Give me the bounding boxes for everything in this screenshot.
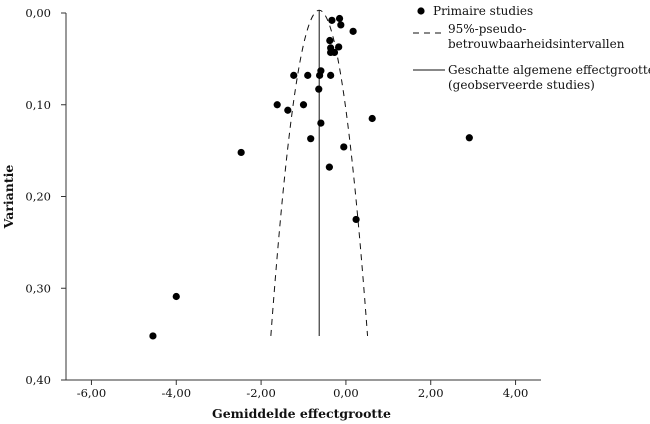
y-axis-title: Variantie (1, 165, 16, 230)
legend-label-effect: (geobserveerde studies) (448, 78, 595, 92)
study-point (299, 101, 308, 109)
study-point (325, 163, 333, 171)
study-point (330, 48, 339, 57)
study-point (149, 332, 157, 340)
plot-area (65, 10, 541, 381)
study-point (284, 106, 292, 114)
study-point (337, 21, 345, 29)
points-group (149, 14, 473, 340)
study-point (352, 215, 360, 224)
study-point (335, 43, 343, 51)
study-point (326, 36, 334, 45)
study-point (307, 135, 315, 143)
legend-label-effect: Geschatte algemene effectgrootte (448, 63, 650, 77)
legend-label-points: Primaire studies (433, 4, 533, 18)
x-axis-ticks: -6,00 -4,00 -2,00 0,00 2,00 4,00 (77, 380, 529, 400)
study-point (327, 71, 335, 79)
study-point (328, 16, 336, 24)
study-point (172, 292, 180, 301)
study-point (316, 71, 324, 79)
study-point (465, 134, 473, 142)
x-tick-label: 4,00 (503, 386, 529, 400)
y-tick-label: 0,00 (25, 6, 51, 20)
study-point (237, 148, 245, 157)
y-axis-ticks: 0,00 0,10 0,20 0,30 0,40 (25, 6, 66, 387)
x-tick-label: -4,00 (162, 386, 192, 400)
study-point (290, 71, 298, 79)
study-point (349, 27, 357, 35)
study-point (317, 119, 325, 127)
study-point (340, 143, 348, 151)
x-tick-label: -6,00 (77, 386, 107, 400)
y-tick-label: 0,10 (25, 98, 51, 112)
x-axis-title: Gemiddelde effectgrootte (212, 406, 391, 421)
legend-label-ci: 95%-pseudo- (448, 22, 526, 36)
study-point (315, 85, 323, 93)
legend: Primaire studies 95%-pseudo-betrouwbaarhe… (413, 4, 650, 92)
study-point (335, 14, 344, 23)
legend-label-ci: betrouwbaarheidsintervallen (448, 37, 625, 51)
study-point (304, 71, 312, 79)
legend-point-symbol (417, 7, 425, 15)
x-tick-label: 2,00 (418, 386, 444, 400)
y-tick-label: 0,30 (25, 281, 51, 295)
x-tick-label: 0,00 (333, 386, 359, 400)
y-tick-label: 0,40 (25, 373, 51, 387)
x-tick-label: -2,00 (246, 386, 276, 400)
y-tick-label: 0,20 (25, 190, 51, 204)
study-point (273, 101, 281, 109)
study-point (368, 114, 376, 123)
